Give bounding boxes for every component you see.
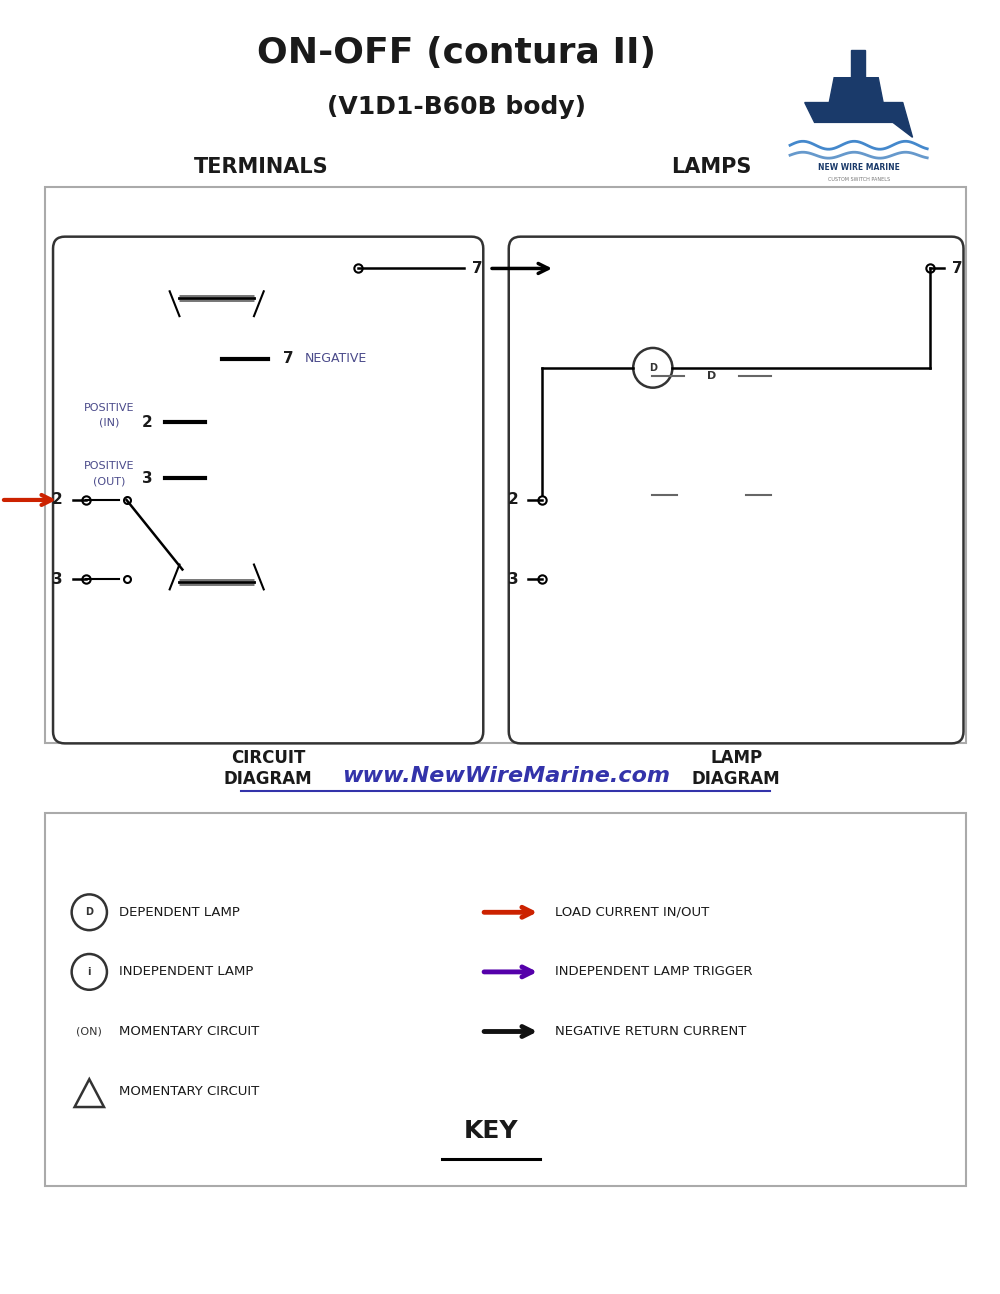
Text: LOAD CURRENT IN/OUT: LOAD CURRENT IN/OUT	[555, 906, 709, 919]
Circle shape	[684, 467, 739, 523]
Text: 7: 7	[283, 352, 293, 366]
Text: MOMENTARY CIRCUIT: MOMENTARY CIRCUIT	[119, 1084, 259, 1097]
Text: D: D	[707, 371, 716, 380]
Text: www.NewWireMarine.com: www.NewWireMarine.com	[342, 766, 670, 787]
FancyBboxPatch shape	[653, 433, 770, 559]
Text: MOMENTARY CIRCUIT: MOMENTARY CIRCUIT	[119, 1025, 259, 1038]
Bar	[45, 813, 966, 1185]
Text: 2: 2	[52, 493, 63, 507]
Text: DEPENDENT LAMP: DEPENDENT LAMP	[119, 906, 240, 919]
Text: INDEPENDENT LAMP TRIGGER: INDEPENDENT LAMP TRIGGER	[555, 965, 752, 978]
Text: NEW WIRE MARINE: NEW WIRE MARINE	[818, 163, 900, 172]
Text: 3: 3	[142, 471, 153, 485]
Circle shape	[633, 348, 672, 388]
Text: CIRCUIT
DIAGRAM: CIRCUIT DIAGRAM	[224, 749, 312, 788]
Text: 7: 7	[472, 261, 482, 276]
FancyBboxPatch shape	[149, 304, 285, 576]
FancyBboxPatch shape	[53, 237, 483, 743]
Text: 3: 3	[52, 572, 63, 587]
Text: INDEPENDENT LAMP: INDEPENDENT LAMP	[119, 965, 253, 978]
Text: 7: 7	[952, 261, 962, 276]
Text: 3: 3	[508, 572, 519, 587]
Polygon shape	[829, 78, 883, 102]
Polygon shape	[893, 102, 913, 137]
Text: (IN): (IN)	[99, 418, 120, 427]
Circle shape	[697, 480, 726, 510]
FancyBboxPatch shape	[636, 302, 788, 580]
Text: ON-OFF (contura II): ON-OFF (contura II)	[257, 36, 656, 70]
Text: POSITIVE: POSITIVE	[84, 461, 135, 471]
Text: LAMPS: LAMPS	[671, 157, 752, 177]
Bar	[45, 186, 966, 743]
Text: NEGATIVE: NEGATIVE	[304, 352, 367, 365]
Text: D: D	[649, 362, 657, 373]
Polygon shape	[805, 102, 903, 123]
Text: TERMINALS: TERMINALS	[193, 157, 328, 177]
Text: KEY: KEY	[464, 1119, 518, 1143]
Text: 2: 2	[142, 415, 153, 430]
FancyBboxPatch shape	[653, 326, 770, 430]
Text: (OUT): (OUT)	[93, 476, 126, 487]
Bar	[851, 50, 865, 78]
Text: i: i	[88, 967, 91, 977]
Text: NEGATIVE RETURN CURRENT: NEGATIVE RETURN CURRENT	[555, 1025, 746, 1038]
FancyBboxPatch shape	[509, 237, 963, 743]
Text: (V1D1-B60B body): (V1D1-B60B body)	[327, 96, 586, 119]
Text: D: D	[85, 907, 93, 917]
Text: (ON): (ON)	[76, 1026, 102, 1036]
Text: 2: 2	[508, 493, 519, 507]
Text: POSITIVE: POSITIVE	[84, 402, 135, 413]
Bar	[208, 572, 226, 593]
Text: LAMP
DIAGRAM: LAMP DIAGRAM	[692, 749, 780, 788]
Circle shape	[690, 353, 733, 397]
Text: CUSTOM SWITCH PANELS: CUSTOM SWITCH PANELS	[828, 176, 890, 181]
Bar	[208, 289, 226, 308]
